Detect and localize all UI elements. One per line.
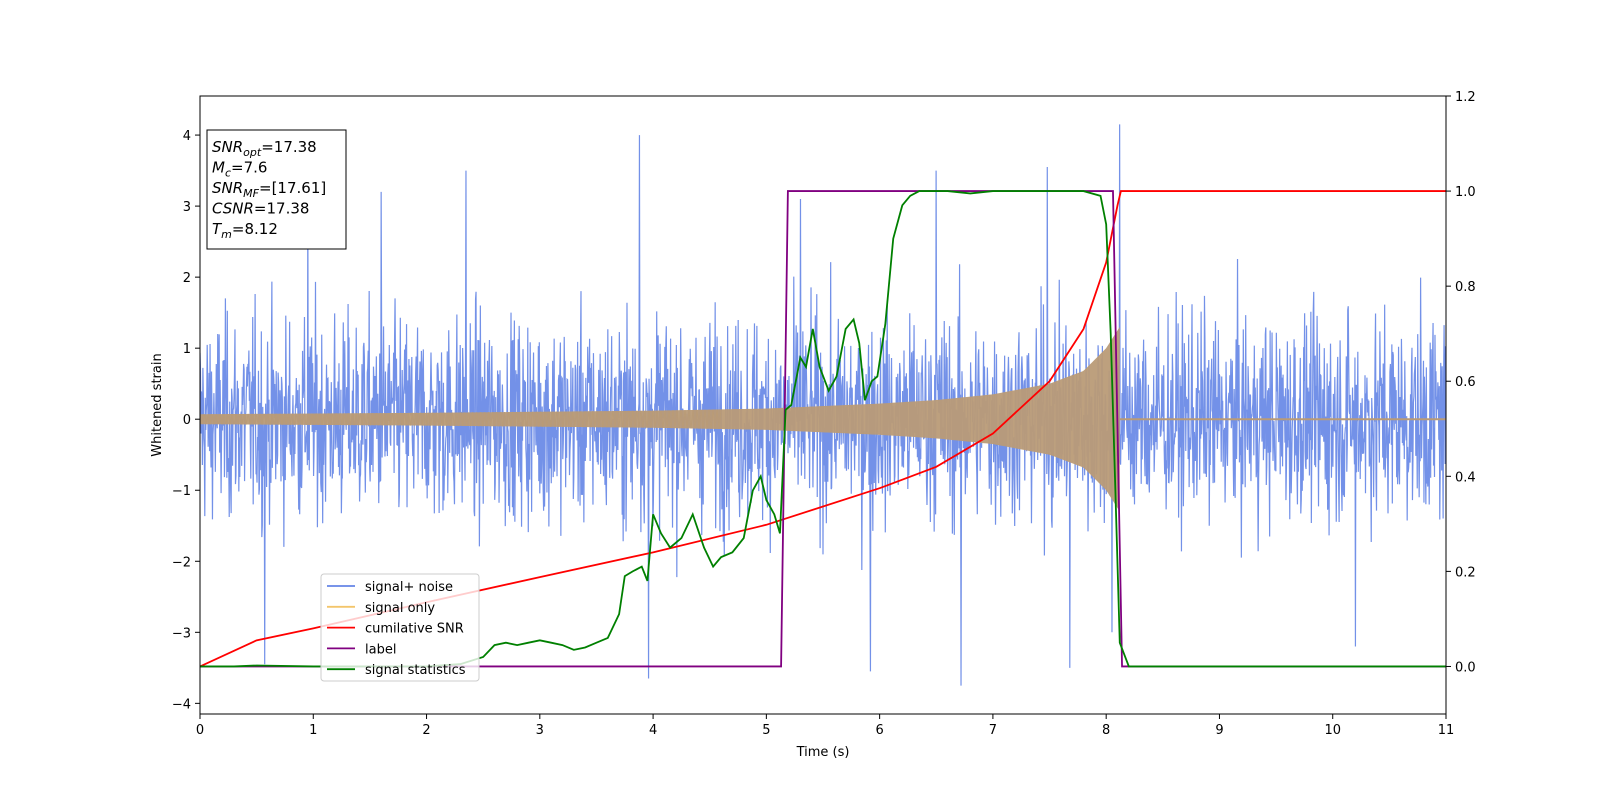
y-right-tick-label: 0.4 xyxy=(1455,470,1476,485)
x-tick-label: 1 xyxy=(309,723,317,738)
legend-entry: signal statistics xyxy=(365,663,466,678)
y-left-tick-label: −4 xyxy=(172,697,191,712)
legend-entry: label xyxy=(365,642,396,657)
y-right-tick-label: 0.0 xyxy=(1455,660,1476,675)
y-right-tick-label: 1.0 xyxy=(1455,185,1476,200)
annotation-frame xyxy=(206,129,347,250)
annotation-line: CSNR=17.38 xyxy=(212,200,309,218)
y-right-tick-label: 1.2 xyxy=(1455,90,1476,105)
plot-frame xyxy=(199,95,1447,715)
annotation-line: SNRMF=[17.61] xyxy=(212,179,326,200)
x-tick-label: 3 xyxy=(536,723,544,738)
legend-entry: cumilative SNR xyxy=(365,622,464,637)
signal-only-oscillation xyxy=(200,409,722,430)
annotation-line: Tm=8.12 xyxy=(212,220,278,241)
legend-frame xyxy=(320,573,480,682)
x-tick-label: 6 xyxy=(875,723,883,738)
y-right-tick-label: 0.6 xyxy=(1455,375,1476,390)
x-tick-label: 7 xyxy=(989,723,997,738)
legend-entry: signal only xyxy=(365,601,435,616)
x-tick-label: 4 xyxy=(649,723,657,738)
y-right-tick-label: 0.8 xyxy=(1455,280,1476,295)
legend-entry: signal+ noise xyxy=(365,580,453,595)
x-tick-label: 8 xyxy=(1102,723,1110,738)
x-tick-label: 9 xyxy=(1215,723,1223,738)
series-signal-noise xyxy=(200,124,1446,686)
y-left-tick-label: −3 xyxy=(172,626,191,641)
legend: signal+ noise signal only cumilative SNR la… xyxy=(320,573,480,682)
series-signal-statistics xyxy=(200,190,1446,668)
x-axis-label: Time (s) xyxy=(796,745,850,760)
y-left-tick-label: 3 xyxy=(183,200,191,215)
annotation-box: SNRopt=17.38Mc=7.6SNRMF=[17.61]CSNR=17.3… xyxy=(206,129,347,250)
y-left-tick-label: −2 xyxy=(172,555,191,570)
annotation-line: Mc=7.6 xyxy=(212,159,267,180)
x-tick-label: 0 xyxy=(196,723,204,738)
x-tick-label: 5 xyxy=(762,723,770,738)
y-left-tick-label: 0 xyxy=(183,413,191,428)
x-tick-label: 10 xyxy=(1324,723,1341,738)
y-left-tick-label: 1 xyxy=(183,342,191,357)
y-right-tick-label: 0.2 xyxy=(1455,565,1476,580)
y-left-tick-label: −1 xyxy=(172,484,191,499)
y-axis-label: Whitened strain xyxy=(150,353,165,456)
x-tick-label: 2 xyxy=(422,723,430,738)
annotation-line: SNRopt=17.38 xyxy=(212,138,317,159)
x-tick-label: 11 xyxy=(1438,723,1455,738)
y-left-tick-label: 2 xyxy=(183,271,191,286)
y-left-tick-label: 4 xyxy=(183,129,191,144)
